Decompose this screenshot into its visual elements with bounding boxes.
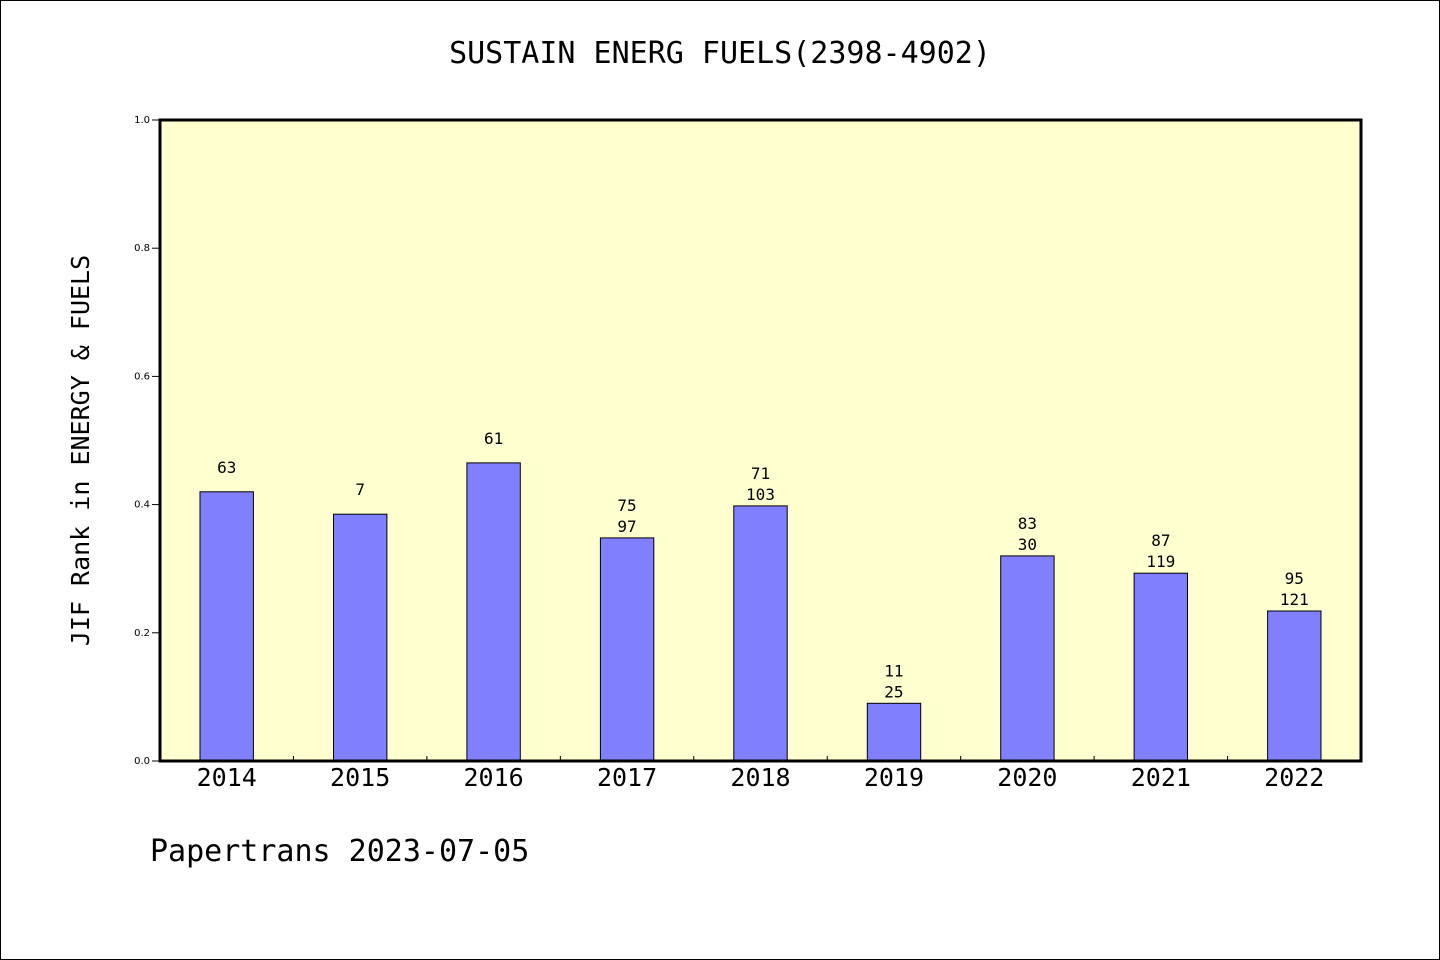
rank-label-2020: 83: [1018, 514, 1037, 533]
bar-2020: [1000, 555, 1055, 762]
plot-border: [158, 118, 1363, 763]
rank-label-2017: 75: [617, 496, 636, 515]
y-tick-label: 0.6: [134, 371, 150, 382]
x-tick-label-2016: 2016: [464, 763, 524, 792]
total-label-2020: 30: [1018, 535, 1037, 554]
bar-2015: [333, 513, 388, 762]
y-tick-label: 0.4: [134, 500, 150, 511]
rank-label-2014: 63: [217, 458, 236, 477]
x-tick-label-2019: 2019: [864, 763, 924, 792]
rank-label-2022: 95: [1285, 569, 1304, 588]
chart-title: SUSTAIN ENERG FUELS(2398-4902): [449, 36, 991, 71]
x-tick-label-2015: 2015: [330, 763, 390, 792]
y-axis-label: JIF Rank in ENERGY & FUELS: [66, 255, 95, 646]
total-label-2021: 119: [1146, 552, 1175, 571]
bar-2022: [1267, 610, 1322, 762]
bar-2014: [199, 491, 254, 762]
total-label-2017: 97: [617, 517, 636, 536]
x-tick-label-2014: 2014: [197, 763, 257, 792]
rank-label-2016: 61: [484, 429, 503, 448]
footer-text: Papertrans 2023-07-05: [150, 834, 530, 869]
rank-label-2019: 11: [884, 661, 903, 680]
total-label-2019: 25: [884, 682, 903, 701]
bar-2019: [866, 702, 922, 762]
rank-label-2018: 71: [751, 464, 770, 483]
bar-2021: [1133, 572, 1188, 762]
rank-label-2015: 7: [355, 480, 365, 499]
y-tick-label: 0.8: [134, 243, 150, 254]
x-tick-label-2020: 2020: [997, 763, 1057, 792]
x-tick-label-2018: 2018: [730, 763, 790, 792]
y-tick-label: 0.0: [134, 756, 150, 767]
total-label-2022: 121: [1280, 590, 1309, 609]
y-tick-label: 0.2: [134, 628, 150, 639]
x-tick-label-2017: 2017: [597, 763, 657, 792]
x-tick-label-2022: 2022: [1264, 763, 1324, 792]
total-label-2018: 103: [746, 485, 775, 504]
bar-2016: [466, 462, 521, 762]
rank-label-2021: 87: [1151, 531, 1170, 550]
bar-2017: [599, 537, 655, 762]
y-tick-label: 1.0: [134, 115, 150, 126]
bar-2018: [733, 505, 788, 762]
x-tick-label-2021: 2021: [1131, 763, 1191, 792]
